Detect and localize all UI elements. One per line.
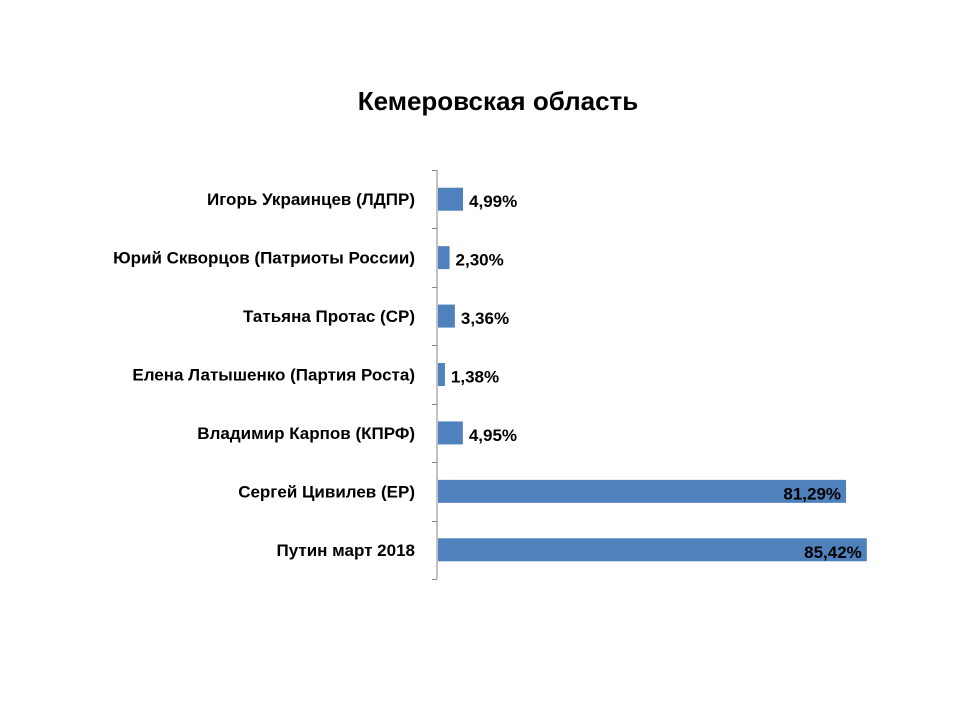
category-label: Юрий Скворцов (Патриоты России) bbox=[113, 249, 415, 268]
data-label: 4,95% bbox=[469, 426, 517, 445]
chart-title: Кемеровская область bbox=[357, 86, 639, 116]
category-label: Владимир Карпов (КПРФ) bbox=[197, 424, 415, 443]
bar bbox=[438, 479, 847, 503]
data-label: 81,29% bbox=[783, 484, 841, 503]
bar bbox=[438, 538, 867, 562]
bar bbox=[438, 421, 463, 445]
bar bbox=[438, 363, 445, 386]
category-label: Татьяна Протас (СР) bbox=[243, 307, 415, 326]
data-label: 85,42% bbox=[804, 543, 862, 562]
data-label: 2,30% bbox=[456, 251, 504, 270]
category-label: Игорь Украинцев (ЛДПР) bbox=[207, 190, 415, 209]
data-label: 4,99% bbox=[469, 192, 517, 211]
data-label: 3,36% bbox=[461, 309, 509, 328]
bar bbox=[438, 304, 455, 328]
category-label: Елена Латышенко (Партия Роста) bbox=[132, 366, 415, 385]
bar bbox=[438, 187, 464, 211]
bar bbox=[438, 246, 450, 270]
data-label: 1,38% bbox=[451, 368, 499, 387]
category-label: Путин март 2018 bbox=[277, 541, 415, 560]
category-label: Сергей Цивилев (ЕР) bbox=[238, 482, 415, 501]
